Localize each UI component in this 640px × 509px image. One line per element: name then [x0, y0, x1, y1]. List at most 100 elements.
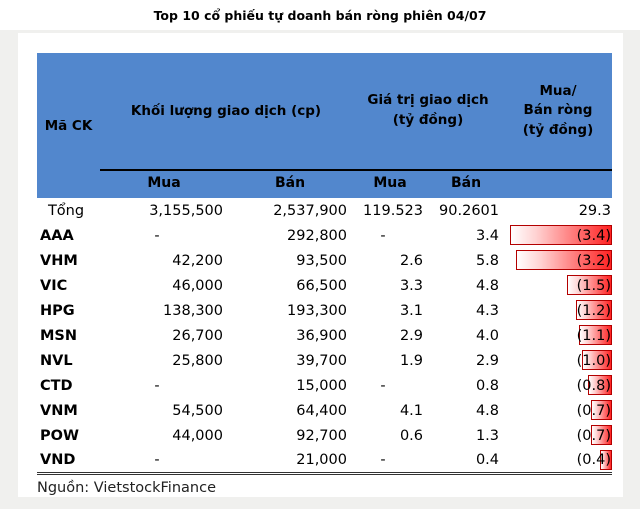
cell-val-sell: 4.0	[475, 327, 499, 344]
cell-val-buy: 0.6	[399, 427, 423, 444]
cell-vol-buy: 138,300	[163, 302, 223, 319]
cell-ticker: VIC	[40, 277, 68, 294]
cell-vol-sell: 36,900	[296, 327, 347, 344]
cell-val-buy: 119.523	[363, 202, 423, 219]
cell-val-sell: 4.8	[475, 277, 499, 294]
header-row-groups: Mã CK Khối lượng giao dịch (cp) Giá trị …	[37, 53, 612, 198]
cell-vol-sell: 2,537,900	[273, 202, 347, 219]
cell-val-buy: 3.3	[399, 277, 423, 294]
net-value: (0.8)	[576, 377, 611, 394]
cell-vol-sell: 39,700	[296, 352, 347, 369]
cell-val-sell: 3.4	[475, 227, 499, 244]
net-bar	[579, 325, 612, 345]
cell-val-buy: 1.9	[399, 352, 423, 369]
cell-net: (1.5)	[504, 273, 612, 298]
cell-vol-buy: -	[154, 377, 160, 394]
col-header-volume: Khối lượng giao dịch (cp)	[100, 53, 352, 170]
cell-vol-sell: 193,300	[287, 302, 347, 319]
net-value: (0.4)	[576, 451, 611, 468]
subheader-value-buy: Mua	[352, 169, 428, 198]
cell-net: (1.0)	[504, 348, 612, 373]
cell-ticker: HPG	[40, 302, 75, 319]
cell-ticker: AAA	[40, 227, 74, 244]
stocks-table: Mã CK Khối lượng giao dịch (cp) Giá trị …	[37, 53, 612, 475]
net-bar	[510, 225, 612, 245]
cell-net: (3.4)	[504, 223, 612, 248]
cell-val-sell: 4.3	[475, 302, 499, 319]
cell-vol-sell: 15,000	[296, 377, 347, 394]
cell-vol-buy: 46,000	[172, 277, 223, 294]
cell-net: (0.4)	[504, 448, 612, 475]
cell-vol-buy: 26,700	[172, 327, 223, 344]
table-row: VIC 46,000 66,500 3.3 4.8 (1.5)	[37, 273, 612, 298]
net-bar	[588, 375, 612, 395]
cell-ticker: Tổng	[47, 202, 85, 219]
net-bar	[591, 425, 612, 445]
net-value: (1.2)	[576, 302, 611, 319]
table-row: VHM 42,200 93,500 2.6 5.8 (3.2)	[37, 248, 612, 273]
subheader-value-sell: Bán	[428, 169, 504, 198]
col-header-ticker: Mã CK	[37, 53, 100, 198]
cell-vol-buy: -	[100, 448, 228, 475]
cell-net: (0.7)	[504, 423, 612, 448]
cell-val-buy: 3.1	[399, 302, 423, 319]
header-row-sub: Mua Bán Mua Bán	[37, 169, 612, 198]
table-header: Mã CK Khối lượng giao dịch (cp) Giá trị …	[37, 53, 612, 198]
net-bar	[582, 350, 612, 370]
net-value: (0.7)	[576, 427, 611, 444]
cell-val-sell: 90.2601	[439, 202, 499, 219]
cell-vol-buy: 44,000	[172, 427, 223, 444]
net-value: (1.1)	[576, 327, 611, 344]
net-value: (0.7)	[576, 402, 611, 419]
subheader-net-spacer	[504, 169, 612, 198]
cell-net: (0.8)	[504, 373, 612, 398]
cell-val-sell: 0.8	[475, 377, 499, 394]
cell-val-sell: 2.9	[475, 352, 499, 369]
net-bar	[591, 400, 612, 420]
net-bar	[516, 250, 612, 270]
table-body: Tổng 3,155,500 2,537,900 119.523 90.2601…	[37, 198, 612, 475]
cell-net: 29.3	[504, 198, 612, 223]
cell-val-sell: 5.8	[475, 252, 499, 269]
cell-vol-sell: 21,000	[228, 448, 352, 475]
table-row: POW 44,000 92,700 0.6 1.3 (0.7)	[37, 423, 612, 448]
cell-vol-sell: 93,500	[296, 252, 347, 269]
net-bar	[576, 300, 612, 320]
cell-vol-buy: 54,500	[172, 402, 223, 419]
cell-net: (1.2)	[504, 298, 612, 323]
cell-net: (1.1)	[504, 323, 612, 348]
cell-ticker: VHM	[40, 252, 78, 269]
cell-vol-sell: 292,800	[287, 227, 347, 244]
table-row: AAA - 292,800 - 3.4 (3.4)	[37, 223, 612, 248]
cell-vol-buy: 42,200	[172, 252, 223, 269]
col-header-value: Giá trị giao dịch (tỷ đồng)	[352, 53, 504, 170]
cell-vol-buy: -	[154, 227, 160, 244]
net-bar	[600, 450, 612, 470]
subheader-volume-sell: Bán	[228, 169, 352, 198]
table-row: NVL 25,800 39,700 1.9 2.9 (1.0)	[37, 348, 612, 373]
net-value: 29.3	[578, 202, 611, 219]
net-value: (3.2)	[576, 252, 611, 269]
cell-val-buy: -	[380, 227, 386, 244]
cell-ticker: CTD	[40, 377, 73, 394]
cell-vol-sell: 66,500	[296, 277, 347, 294]
table-row: MSN 26,700 36,900 2.9 4.0 (1.1)	[37, 323, 612, 348]
col-header-net: Mua/ Bán ròng (tỷ đồng)	[504, 53, 612, 170]
cell-net: (3.2)	[504, 248, 612, 273]
cell-net: (0.7)	[504, 398, 612, 423]
table-panel: Mã CK Khối lượng giao dịch (cp) Giá trị …	[18, 33, 623, 497]
cell-vol-sell: 92,700	[296, 427, 347, 444]
cell-val-sell: 1.3	[475, 427, 499, 444]
cell-val-sell: 4.8	[475, 402, 499, 419]
cell-vol-sell: 64,400	[296, 402, 347, 419]
table-row: CTD - 15,000 - 0.8 (0.8)	[37, 373, 612, 398]
cell-val-buy: 2.6	[399, 252, 423, 269]
cell-val-buy: 4.1	[399, 402, 423, 419]
net-value: (3.4)	[576, 227, 611, 244]
cell-vol-buy: 25,800	[172, 352, 223, 369]
cell-ticker: VND	[37, 448, 100, 475]
table-row: VND - 21,000 - 0.4 (0.4)	[37, 448, 612, 475]
cell-val-sell: 0.4	[428, 448, 504, 475]
cell-val-buy: -	[380, 377, 386, 394]
cell-val-buy: 2.9	[399, 327, 423, 344]
